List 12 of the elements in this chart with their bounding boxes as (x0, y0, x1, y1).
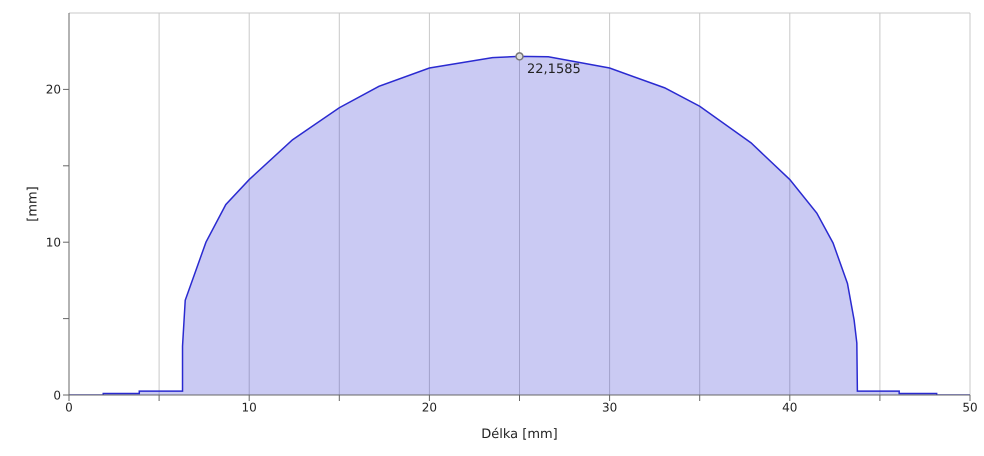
x-axis-title: Délka [mm] (481, 427, 558, 442)
y-tick-label: 10 (46, 235, 61, 250)
x-tick-label: 10 (242, 400, 257, 415)
annotation: 22,1585 (527, 62, 581, 78)
y-axis-title: [mm] (26, 186, 41, 222)
x-tick-label: 50 (962, 400, 978, 415)
x-tick-label: 20 (422, 400, 438, 415)
x-tick-label: 30 (602, 400, 618, 415)
y-tick-label: 20 (46, 82, 61, 97)
x-tick-label: 0 (65, 400, 73, 415)
y-tick-label: 0 (53, 388, 61, 402)
x-tick-label: 40 (782, 400, 798, 415)
